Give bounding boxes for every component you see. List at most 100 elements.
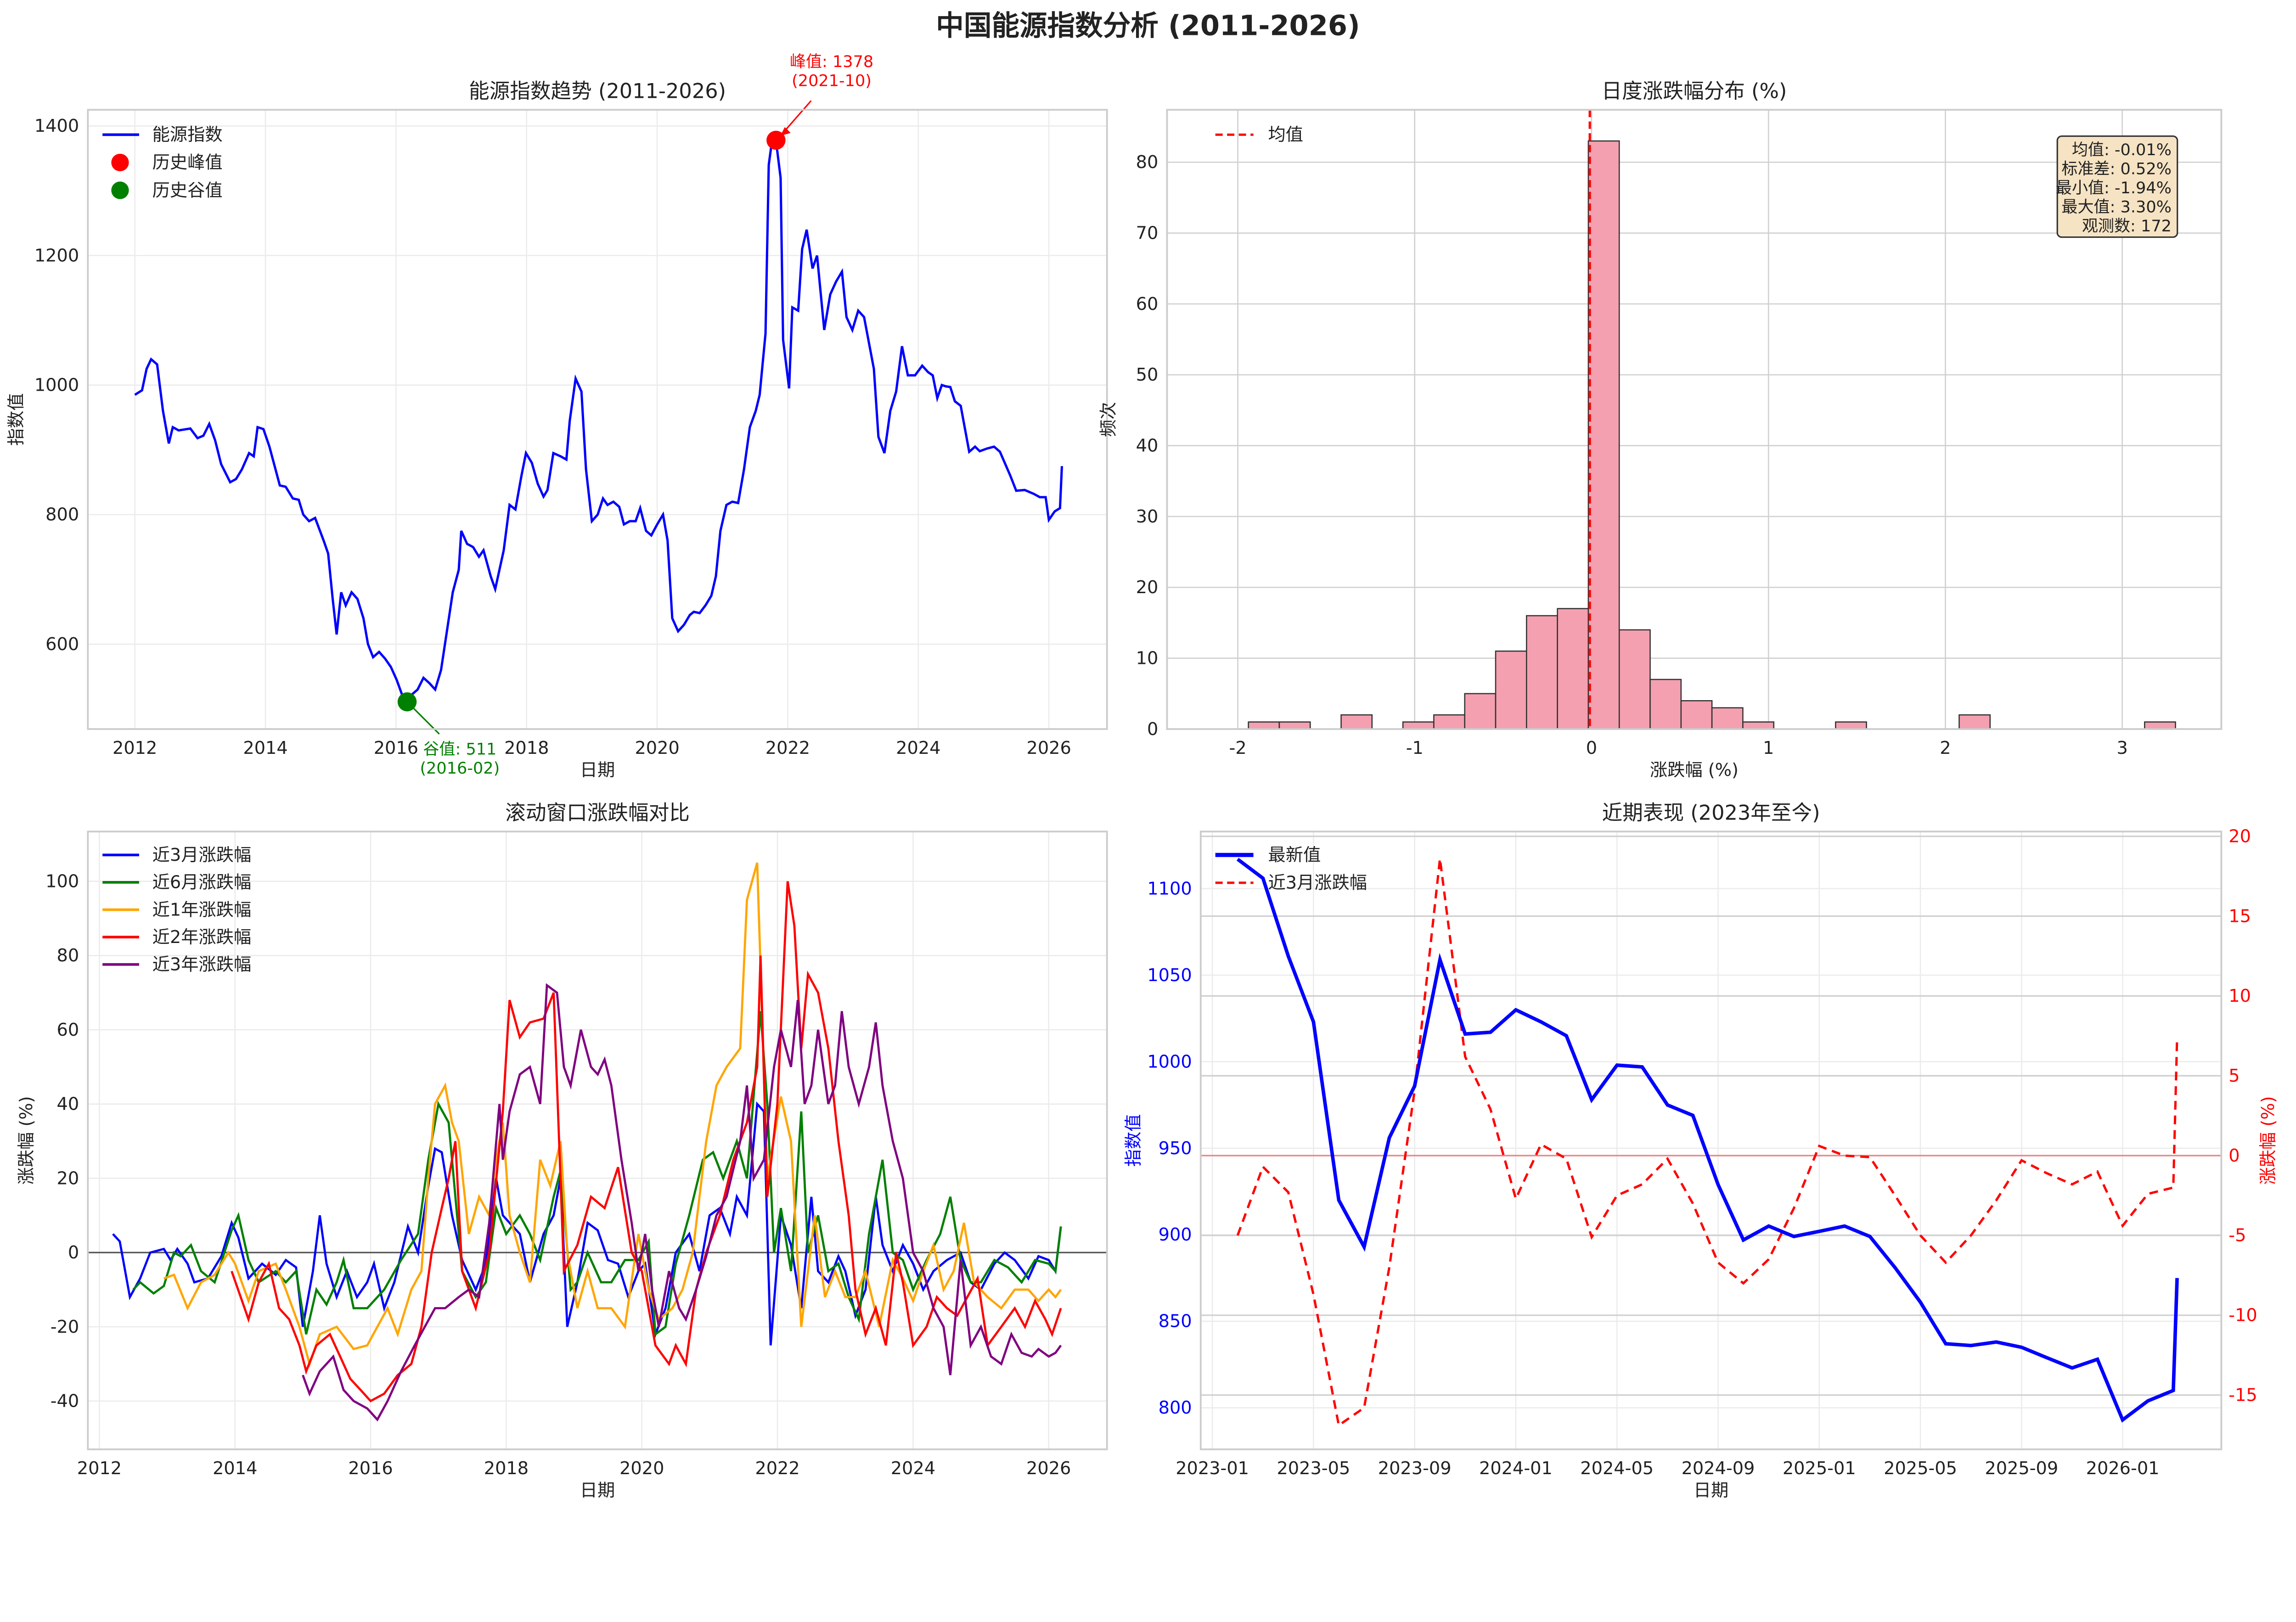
x-tick-label: 2023-05 (1277, 1458, 1350, 1479)
x-tick-label: 2014 (213, 1458, 257, 1479)
x-tick-label: 0 (1586, 738, 1597, 758)
panel-index-trend: 2012 2014 2016 2018 2020 2022 2024 2026 600 800 10… (6, 52, 1108, 780)
series-line-latest (1236, 858, 2179, 1423)
panel-title: 近期表现 (2023年至今) (1602, 801, 1820, 825)
right-tick-label: 5 (2228, 1066, 2240, 1086)
axes-frame (1199, 831, 2223, 1450)
histogram-bar (1649, 679, 1682, 730)
figure-background (0, 0, 2296, 1514)
x-tick-label: 2022 (765, 738, 810, 758)
x-tick-label: 2023-01 (1176, 1458, 1249, 1479)
right-tick-label: 0 (2228, 1145, 2240, 1166)
y-tick-label: 1200 (34, 245, 79, 266)
y-tick-label: 1100 (1147, 878, 1192, 899)
x-tick-label: 2024-05 (1580, 1458, 1654, 1479)
panel-title: 能源指数趋势 (2011-2026) (469, 79, 726, 103)
x-axis-label: 日期 (1694, 1480, 1729, 1501)
histogram-bar (1340, 714, 1373, 730)
legend-label: 最新值 (1268, 845, 1321, 865)
y-tick-label: 0 (1147, 719, 1158, 740)
x-tick-label: 2026 (1026, 1458, 1071, 1479)
right-tick-label: -5 (2228, 1225, 2246, 1246)
axes-frame (87, 109, 1108, 730)
y-tick-label: 20 (1136, 577, 1159, 598)
x-tick-label: 2025-01 (1783, 1458, 1856, 1479)
x-tick-label: 2016 (374, 738, 418, 758)
right-tick-label: 15 (2228, 906, 2251, 926)
y-axis-label: 涨跌幅 (%) (16, 1096, 37, 1184)
y-tick-label: 1000 (1147, 1051, 1192, 1072)
right-tick-label: 20 (2228, 826, 2251, 847)
legend-label: 近1年涨跌幅 (152, 899, 252, 920)
peak-arrow-head (780, 127, 791, 136)
y-tick-label: 10 (1136, 648, 1159, 668)
panel-recent-performance: 2023-01 2023-05 2023-09 2024-01 2024-05 2024-… (1123, 801, 2279, 1501)
x-tick-label: -1 (1406, 738, 1424, 758)
y-tick-label: 40 (1136, 435, 1159, 456)
y-axis-label: 指数值 (6, 393, 27, 446)
y-tick-label: 20 (57, 1168, 79, 1189)
x-axis-label: 日期 (580, 1480, 615, 1501)
stats-line: 最小值: -1.94% (2056, 179, 2172, 197)
x-tick-label: -2 (1229, 738, 1246, 758)
y-axis-label: 指数值 (1123, 1114, 1144, 1167)
histogram-bar (1495, 650, 1527, 730)
trough-annotation: 谷值: 511 (423, 740, 496, 759)
histogram-bar (2144, 721, 2176, 730)
x-tick-label: 2012 (77, 1458, 122, 1479)
histogram-bar (1711, 707, 1744, 730)
stats-line: 标准差: 0.52% (2061, 159, 2172, 178)
stats-line: 均值: -0.01% (2072, 140, 2172, 159)
histogram-bar (1278, 721, 1311, 730)
series-line-1 (132, 1011, 1062, 1336)
y-tick-label: -20 (51, 1317, 79, 1337)
y-tick-label: -40 (51, 1391, 79, 1412)
y-tick-label: 80 (1136, 152, 1159, 173)
x-tick-label: 2025-09 (1985, 1458, 2058, 1479)
histogram-bar (1680, 700, 1713, 730)
x-tick-label: 2020 (619, 1458, 664, 1479)
series-line-3m-change (1236, 858, 2178, 1427)
y-tick-label: 100 (45, 871, 79, 892)
x-tick-label: 2018 (504, 738, 549, 758)
x-tick-label: 2026-01 (2086, 1458, 2160, 1479)
trough-marker (397, 692, 417, 712)
histogram-bar (1464, 693, 1497, 730)
legend-label: 近6月涨跌幅 (152, 872, 252, 893)
x-tick-label: 2 (1940, 738, 1951, 758)
peak-annotation: 峰值: 1378 (790, 52, 873, 71)
legend-label: 能源指数 (152, 124, 223, 145)
legend-label: 近3年涨跌幅 (152, 954, 252, 975)
legend-label: 历史峰值 (152, 152, 223, 173)
histogram-bar (1433, 714, 1466, 730)
histogram-bar (1742, 721, 1774, 730)
axes-frame (87, 831, 1108, 1450)
x-tick-label: 2012 (113, 738, 157, 758)
legend-label: 均值 (1268, 124, 1303, 145)
peak-annotation-date: (2021-10) (792, 71, 872, 90)
stats-line: 最大值: 3.30% (2061, 197, 2172, 216)
y-tick-label: 60 (1136, 294, 1159, 314)
x-tick-label: 2025-05 (1884, 1458, 1957, 1479)
y-tick-label: 50 (1136, 365, 1159, 385)
y-tick-label: 80 (57, 945, 79, 966)
right-tick-label: -10 (2228, 1305, 2257, 1326)
x-tick-label: 2024-01 (1479, 1458, 1553, 1479)
x-tick-label: 2014 (243, 738, 287, 758)
x-tick-label: 1 (1763, 738, 1774, 758)
x-tick-label: 2023-09 (1378, 1458, 1452, 1479)
right-axis-label: 涨跌幅 (%) (2258, 1096, 2279, 1184)
histogram-bar (1402, 721, 1435, 730)
legend-label: 近2年涨跌幅 (152, 927, 252, 948)
series-line-4 (302, 983, 1062, 1422)
y-tick-label: 800 (45, 505, 79, 525)
y-tick-label: 800 (1159, 1398, 1192, 1418)
legend-label: 近3月涨跌幅 (152, 845, 252, 865)
histogram-bar (1526, 615, 1558, 730)
stats-box (2056, 135, 2178, 238)
y-tick-label: 60 (57, 1020, 79, 1040)
x-tick-label: 2020 (635, 738, 679, 758)
right-tick-label: -15 (2228, 1385, 2257, 1405)
x-tick-label: 2022 (755, 1458, 799, 1479)
y-tick-label: 950 (1159, 1138, 1192, 1159)
